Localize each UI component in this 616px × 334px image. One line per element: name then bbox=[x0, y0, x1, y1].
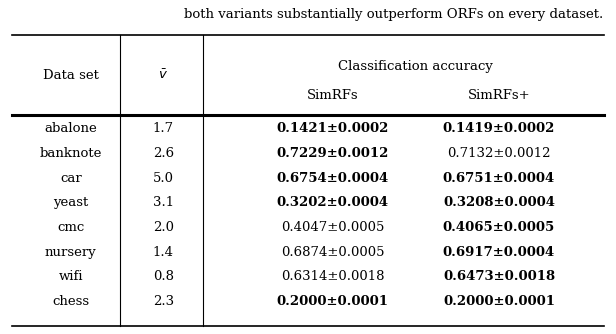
Text: Data set: Data set bbox=[43, 69, 99, 81]
Text: 1.4: 1.4 bbox=[153, 246, 174, 259]
Text: chess: chess bbox=[52, 295, 89, 308]
Text: 2.3: 2.3 bbox=[153, 295, 174, 308]
Text: 0.6874±0.0005: 0.6874±0.0005 bbox=[281, 246, 384, 259]
Text: 0.1419±0.0002: 0.1419±0.0002 bbox=[443, 122, 555, 135]
Text: wifi: wifi bbox=[59, 271, 83, 283]
Text: 0.3202±0.0004: 0.3202±0.0004 bbox=[277, 196, 389, 209]
Text: 0.8: 0.8 bbox=[153, 271, 174, 283]
Text: 0.7229±0.0012: 0.7229±0.0012 bbox=[277, 147, 389, 160]
Text: car: car bbox=[60, 172, 82, 184]
Text: nursery: nursery bbox=[45, 246, 97, 259]
Text: 0.6754±0.0004: 0.6754±0.0004 bbox=[277, 172, 389, 184]
Text: 0.1421±0.0002: 0.1421±0.0002 bbox=[277, 122, 389, 135]
Text: abalone: abalone bbox=[44, 122, 97, 135]
Text: 2.6: 2.6 bbox=[153, 147, 174, 160]
Text: 0.6917±0.0004: 0.6917±0.0004 bbox=[443, 246, 555, 259]
Text: 0.4047±0.0005: 0.4047±0.0005 bbox=[281, 221, 384, 234]
Text: 0.2000±0.0001: 0.2000±0.0001 bbox=[277, 295, 389, 308]
Text: SimRFs+: SimRFs+ bbox=[468, 89, 530, 102]
Text: cmc: cmc bbox=[57, 221, 84, 234]
Text: 2.0: 2.0 bbox=[153, 221, 174, 234]
Text: $\bar{v}$: $\bar{v}$ bbox=[158, 68, 168, 82]
Text: 0.2000±0.0001: 0.2000±0.0001 bbox=[443, 295, 555, 308]
Text: 5.0: 5.0 bbox=[153, 172, 174, 184]
Text: 0.6314±0.0018: 0.6314±0.0018 bbox=[281, 271, 384, 283]
Text: 0.6473±0.0018: 0.6473±0.0018 bbox=[443, 271, 555, 283]
Text: both variants substantially outperform ORFs on every dataset.: both variants substantially outperform O… bbox=[184, 8, 604, 21]
Text: banknote: banknote bbox=[39, 147, 102, 160]
Text: 1.7: 1.7 bbox=[153, 122, 174, 135]
Text: SimRFs: SimRFs bbox=[307, 89, 359, 102]
Text: Classification accuracy: Classification accuracy bbox=[338, 60, 493, 73]
Text: 0.6751±0.0004: 0.6751±0.0004 bbox=[443, 172, 555, 184]
Text: 3.1: 3.1 bbox=[153, 196, 174, 209]
Text: 0.4065±0.0005: 0.4065±0.0005 bbox=[443, 221, 555, 234]
Text: yeast: yeast bbox=[53, 196, 89, 209]
Text: 0.7132±0.0012: 0.7132±0.0012 bbox=[447, 147, 551, 160]
Text: 0.3208±0.0004: 0.3208±0.0004 bbox=[443, 196, 555, 209]
